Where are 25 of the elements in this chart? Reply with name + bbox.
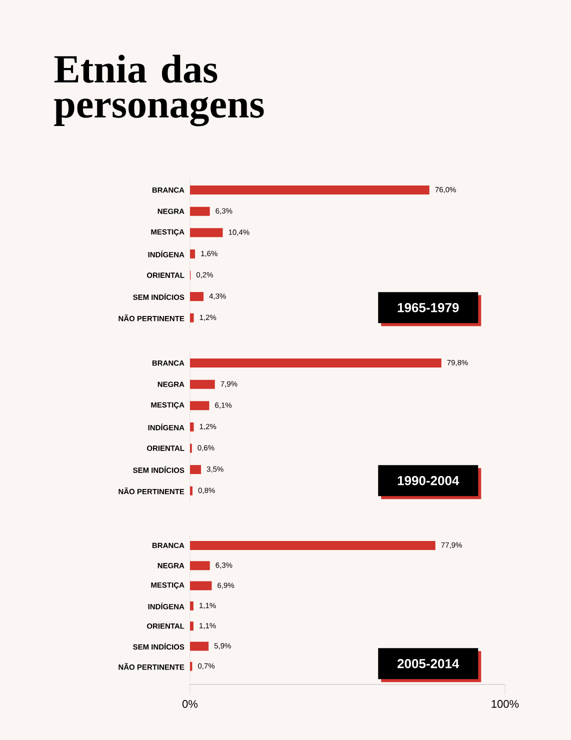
chart-title: Etnia das personagens [54, 54, 264, 126]
bar [190, 249, 196, 258]
bar [190, 206, 210, 216]
x-tick-label: 0% [182, 700, 198, 708]
bar [190, 422, 194, 432]
bar [190, 401, 210, 410]
bar [190, 662, 192, 671]
bar [190, 313, 194, 322]
bar [190, 228, 223, 238]
text: 1965-1979 [398, 303, 459, 312]
x-tick-label: 100% [492, 700, 519, 708]
bar [190, 540, 436, 550]
bar [190, 465, 202, 474]
bar [190, 601, 194, 610]
bar [190, 642, 209, 651]
bar [190, 380, 215, 389]
bar [190, 581, 212, 590]
text: 1990-2004 [398, 476, 460, 486]
text: 2005-2014 [398, 659, 460, 668]
bar [190, 358, 442, 368]
bar [190, 486, 193, 496]
bar [190, 622, 194, 631]
bar [190, 186, 430, 195]
bar [190, 561, 210, 570]
bar [190, 292, 204, 302]
